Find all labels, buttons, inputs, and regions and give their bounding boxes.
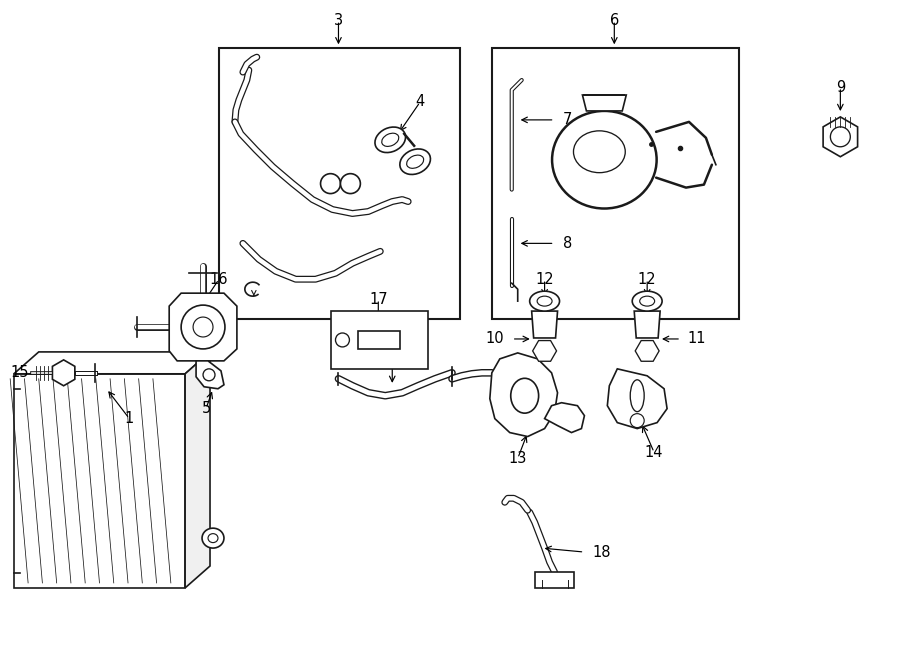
Text: 14: 14 <box>645 445 663 460</box>
Polygon shape <box>14 352 210 374</box>
Polygon shape <box>535 572 574 588</box>
Ellipse shape <box>530 291 560 311</box>
Polygon shape <box>169 293 237 361</box>
Ellipse shape <box>552 111 657 208</box>
Text: 12: 12 <box>536 272 554 287</box>
Text: 16: 16 <box>210 272 229 287</box>
Polygon shape <box>196 361 224 389</box>
Text: 15: 15 <box>11 366 29 380</box>
Polygon shape <box>52 360 75 386</box>
Polygon shape <box>490 353 557 436</box>
Polygon shape <box>14 374 185 588</box>
Text: 8: 8 <box>562 236 572 251</box>
Polygon shape <box>532 311 557 338</box>
Bar <box>491 48 739 319</box>
Polygon shape <box>185 352 210 588</box>
Ellipse shape <box>510 378 538 413</box>
Polygon shape <box>544 403 584 432</box>
Text: 10: 10 <box>485 331 504 346</box>
Text: 3: 3 <box>334 13 343 28</box>
Text: 1: 1 <box>125 411 134 426</box>
Text: 13: 13 <box>508 451 526 466</box>
Polygon shape <box>824 117 858 157</box>
Text: 5: 5 <box>202 401 211 416</box>
Text: 9: 9 <box>836 79 845 95</box>
Text: 17: 17 <box>369 292 388 307</box>
Bar <box>330 311 428 369</box>
Bar <box>219 48 460 319</box>
Text: 18: 18 <box>592 545 610 560</box>
Ellipse shape <box>632 291 662 311</box>
Polygon shape <box>634 311 660 338</box>
Text: 12: 12 <box>638 272 656 287</box>
Ellipse shape <box>202 528 224 548</box>
Ellipse shape <box>400 149 430 175</box>
Circle shape <box>336 333 349 347</box>
Polygon shape <box>608 369 667 428</box>
Text: 11: 11 <box>688 331 706 346</box>
Text: 2: 2 <box>388 346 397 360</box>
Circle shape <box>340 174 360 194</box>
Polygon shape <box>533 340 556 362</box>
Text: 4: 4 <box>416 95 425 110</box>
Text: 7: 7 <box>562 112 572 128</box>
Ellipse shape <box>375 127 406 153</box>
Polygon shape <box>635 340 659 362</box>
Polygon shape <box>582 95 626 111</box>
Ellipse shape <box>630 380 644 412</box>
Text: 6: 6 <box>609 13 619 28</box>
Circle shape <box>320 174 340 194</box>
Bar <box>358 331 401 349</box>
Circle shape <box>181 305 225 349</box>
